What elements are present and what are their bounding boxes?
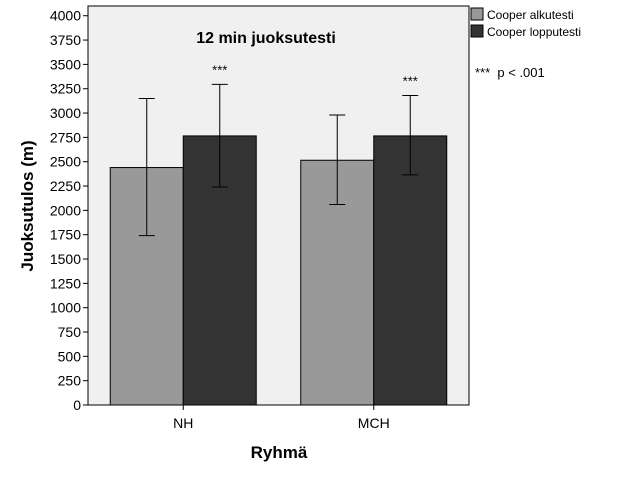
y-tick-label: 3000 <box>50 105 81 121</box>
y-tick-label: 2750 <box>50 129 81 145</box>
error-bars <box>138 83 419 237</box>
legend-label: Cooper alkutesti <box>487 8 574 22</box>
y-tick-label: 2500 <box>50 154 81 170</box>
bars <box>109 135 448 406</box>
y-tick-label: 3250 <box>50 81 81 97</box>
y-tick-label: 0 <box>73 397 81 413</box>
y-tick-label: 2250 <box>50 178 81 194</box>
bar <box>373 135 448 406</box>
y-tick-label: 1250 <box>50 275 81 291</box>
x-axis-label: Ryhmä <box>251 443 308 462</box>
y-tick-label: 250 <box>58 373 82 389</box>
x-tick-label: MCH <box>358 415 390 431</box>
y-tick-label: 2000 <box>50 202 81 218</box>
chart-title: 12 min juoksutesti <box>196 30 336 47</box>
y-tick-label: 1000 <box>50 300 81 316</box>
y-axis-label: Juoksutulos (m) <box>18 140 37 271</box>
y-axis: 0 250 500 750 1000 1250 1500 1750 2000 2250 2500 27… <box>50 8 88 413</box>
significance-marker: *** <box>212 62 227 77</box>
legend: Cooper alkutesti Cooper lopputesti <box>470 7 581 39</box>
plot-frame <box>87 5 470 406</box>
significance-note: *** p < .001 <box>475 65 545 80</box>
x-axis: NH MCH <box>173 405 390 431</box>
y-tick-label: 4000 <box>50 8 81 24</box>
y-tick-label: 500 <box>58 348 82 364</box>
legend-swatch <box>470 7 484 21</box>
significance-annotations: *** *** <box>212 62 418 88</box>
y-tick-label: 1500 <box>50 251 81 267</box>
y-tick-label: 1750 <box>50 227 81 243</box>
y-tick-label: 3500 <box>50 56 81 72</box>
significance-marker: *** <box>403 74 418 89</box>
y-tick-label: 750 <box>58 324 82 340</box>
legend-label: Cooper lopputesti <box>487 25 581 39</box>
y-tick-label: 3750 <box>50 32 81 48</box>
x-tick-label: NH <box>173 415 193 431</box>
legend-swatch <box>470 24 484 38</box>
